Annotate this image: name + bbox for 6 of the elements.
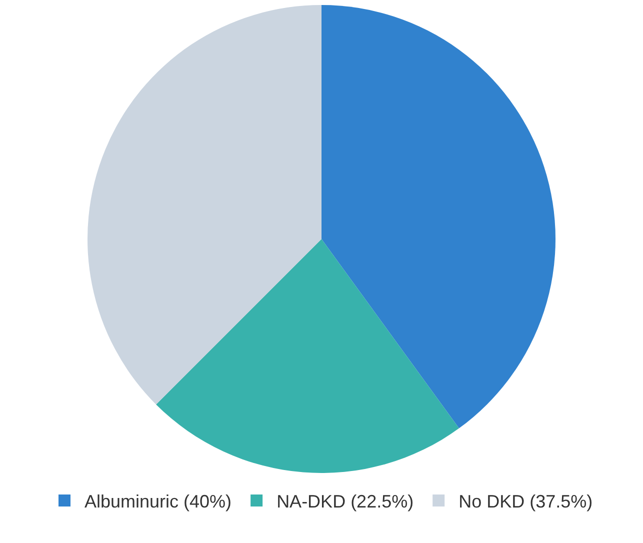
pie-slice (88, 5, 322, 404)
pie-slice (156, 239, 460, 473)
pie-slice (322, 5, 556, 428)
legend-label: Albuminuric (40%) (84, 492, 232, 512)
legend-label: NA-DKD (22.5%) (276, 492, 414, 512)
legend-label: No DKD (37.5%) (458, 492, 593, 512)
